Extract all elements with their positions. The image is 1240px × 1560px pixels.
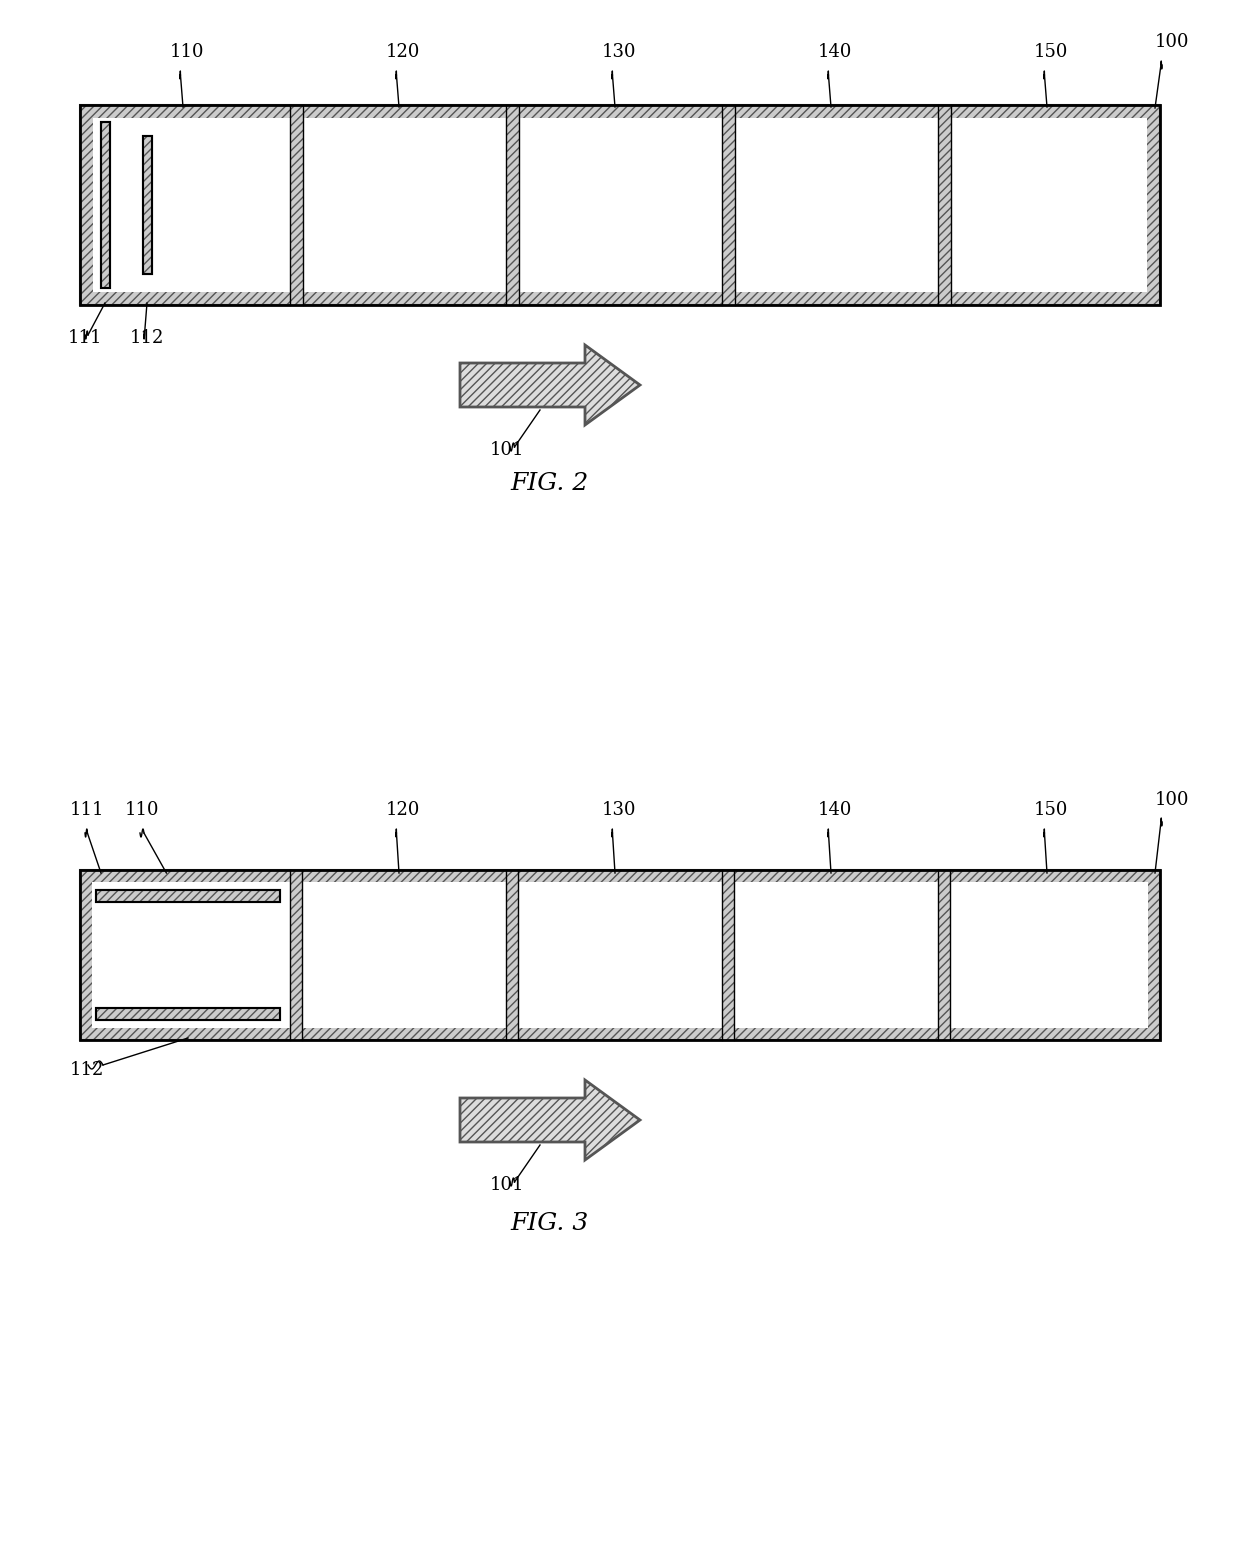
Text: 111: 111 [69,800,104,819]
Bar [95,891,280,902]
FancyArrow shape [460,345,640,424]
Text: 120: 120 [386,800,420,819]
Text: 100: 100 [1154,791,1189,810]
Bar [95,1008,280,1020]
Text: 111: 111 [68,329,103,346]
Bar [722,870,734,1041]
Bar [92,881,1148,1028]
Text: 110: 110 [125,800,160,819]
Bar [95,1008,280,1020]
Bar [81,105,1159,306]
Text: 140: 140 [818,800,852,819]
Text: 120: 120 [386,44,420,61]
Text: FIG. 2: FIG. 2 [510,473,588,495]
Text: 101: 101 [490,441,525,459]
Text: 112: 112 [69,1061,104,1080]
FancyArrow shape [460,1080,640,1161]
Bar [143,136,153,275]
Text: 140: 140 [818,44,852,61]
Bar [81,870,1159,1041]
Text: 100: 100 [1154,33,1189,51]
Text: 150: 150 [1034,800,1069,819]
Bar [100,122,110,289]
Bar [937,105,951,306]
Bar [93,119,1147,292]
Bar [289,105,303,306]
Text: 112: 112 [130,329,165,346]
Bar [100,122,110,289]
Bar [95,891,280,902]
Text: FIG. 3: FIG. 3 [510,1212,588,1236]
Text: 130: 130 [601,800,636,819]
Text: 101: 101 [490,1176,525,1193]
Bar [722,105,734,306]
Bar [143,136,153,275]
Text: 130: 130 [601,44,636,61]
Bar [506,870,518,1041]
Bar [81,870,1159,1041]
Bar [937,870,950,1041]
Text: 150: 150 [1034,44,1069,61]
Bar [290,870,303,1041]
Text: 110: 110 [170,44,205,61]
Bar [81,105,1159,306]
Bar [506,105,518,306]
